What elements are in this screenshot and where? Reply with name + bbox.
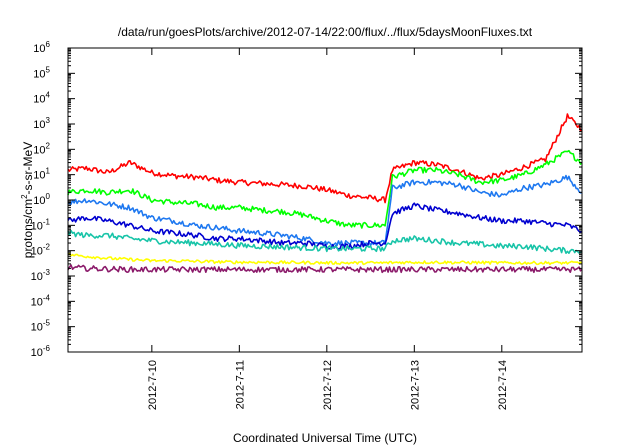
y-tick-label: 10-1 xyxy=(31,217,51,232)
series-line xyxy=(67,149,583,229)
plot-frame xyxy=(67,47,583,353)
y-tick-label-base: 10 xyxy=(31,271,43,283)
y-tick-label: 102 xyxy=(33,141,50,156)
x-tick-label: 2012-7-12 xyxy=(322,360,334,410)
y-tick-label-base: 10 xyxy=(31,296,43,308)
y-tick-label-exp: -2 xyxy=(43,243,51,252)
y-axis-label: protons/cm2-s-sr-MeV xyxy=(20,142,35,258)
y-tick-label-exp: 5 xyxy=(46,65,51,74)
y-tick-label: 10-3 xyxy=(31,268,51,283)
y-tick-label-base: 10 xyxy=(33,68,45,80)
x-tick-label: 2012-7-11 xyxy=(234,360,246,409)
y-tick-label-exp: 0 xyxy=(46,192,51,201)
y-tick-label-exp: 2 xyxy=(46,141,51,150)
y-tick-label-base: 10 xyxy=(33,170,45,182)
y-tick-label: 101 xyxy=(33,167,50,182)
series-line xyxy=(67,229,583,254)
y-tick-label-base: 10 xyxy=(33,119,45,131)
y-axis-label-base: protons/cm xyxy=(21,199,35,258)
y-tick-label: 10-2 xyxy=(31,243,51,258)
series-layer xyxy=(67,113,583,274)
chart-title: /data/run/goesPlots/archive/2012-07-14/2… xyxy=(118,25,533,39)
x-axis: 2012-7-10 2012-7-11 2012-7-12 2012-7-13 2012… xyxy=(147,48,509,410)
y-tick-label: 103 xyxy=(33,116,50,131)
series-line xyxy=(67,264,583,274)
y-axis: 10-610-510-410-310-210-11001011021031041… xyxy=(31,40,582,359)
y-tick-label-exp: -6 xyxy=(43,344,51,353)
x-tick-label: 2012-7-14 xyxy=(497,360,509,410)
y-axis-label-sup: 2 xyxy=(20,194,29,199)
y-tick-label-base: 10 xyxy=(33,43,45,55)
y-axis-label-rest: -s-sr-MeV xyxy=(21,142,35,195)
y-tick-label-base: 10 xyxy=(31,220,43,232)
x-tick-label: 2012-7-13 xyxy=(409,360,421,410)
y-tick-label: 100 xyxy=(33,192,50,207)
series-line xyxy=(67,174,583,247)
y-tick-label-exp: -1 xyxy=(43,217,51,226)
y-tick-label-exp: 6 xyxy=(46,40,51,49)
y-tick-label-base: 10 xyxy=(33,94,45,106)
y-tick-label-base: 10 xyxy=(31,347,43,359)
y-tick-label-base: 10 xyxy=(33,195,45,207)
y-tick-label-base: 10 xyxy=(31,322,43,334)
series-line xyxy=(67,113,583,204)
y-tick-label-exp: -4 xyxy=(43,293,51,302)
y-tick-label: 104 xyxy=(33,91,50,106)
y-tick-label-exp: 4 xyxy=(46,91,51,100)
series-line xyxy=(67,252,583,266)
x-axis-label: Coordinated Universal Time (UTC) xyxy=(233,431,417,445)
y-tick-label: 10-4 xyxy=(31,293,51,308)
y-tick-label: 106 xyxy=(33,40,50,55)
y-tick-label-exp: 1 xyxy=(46,167,51,176)
y-tick-label: 105 xyxy=(33,65,50,80)
x-tick-label: 2012-7-10 xyxy=(147,360,159,410)
y-tick-label-exp: -3 xyxy=(43,268,51,277)
series-line xyxy=(67,202,583,250)
y-tick-label-base: 10 xyxy=(33,144,45,156)
y-tick-label-exp: 3 xyxy=(46,116,51,125)
y-tick-label-exp: -5 xyxy=(43,319,51,328)
y-tick-label: 10-6 xyxy=(31,344,51,359)
y-tick-label: 10-5 xyxy=(31,319,51,334)
y-tick-label-base: 10 xyxy=(31,246,43,258)
